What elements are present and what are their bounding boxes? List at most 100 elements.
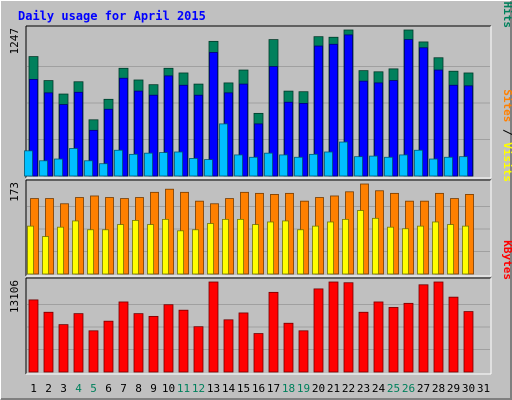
- files-bar-13: [209, 52, 218, 177]
- sites-bar-5: [87, 229, 94, 275]
- day-label-9: 9: [150, 382, 157, 395]
- pages-bar-21: [324, 151, 333, 177]
- day-label-28: 28: [432, 382, 445, 395]
- files-bar-23: [359, 80, 368, 177]
- sites-bar-4: [72, 220, 79, 275]
- kbytes-bar-16: [253, 333, 264, 373]
- pages-bar-1: [24, 150, 33, 177]
- pages-bar-8: [129, 153, 138, 177]
- sites-bar-23: [357, 210, 364, 275]
- pages-bar-26: [399, 154, 408, 177]
- pages-bar-4: [69, 148, 78, 177]
- kbytes-bar-13: [208, 281, 219, 373]
- kbytes-bar-4: [73, 313, 84, 373]
- pages-bar-18: [279, 154, 288, 177]
- kbytes-bar-9: [148, 315, 159, 373]
- files-bar-30: [464, 85, 473, 177]
- kbytes-bar-6: [103, 320, 114, 373]
- side-label: Sites / Visits: [501, 89, 512, 182]
- kbytes-bar-2: [43, 311, 54, 373]
- panel-kbytes: 13106 KBytes: [8, 240, 512, 375]
- day-label-11: 11: [177, 382, 190, 395]
- kbytes-bar-23: [358, 311, 369, 373]
- day-label-10: 10: [162, 382, 175, 395]
- kbytes-bar-17: [268, 291, 279, 373]
- side-label-part-4: Hits: [501, 2, 512, 29]
- pages-bar-20: [309, 153, 318, 177]
- pages-bar-27: [414, 149, 423, 177]
- kbytes-bar-14: [223, 319, 234, 373]
- day-label-15: 15: [237, 382, 250, 395]
- pages-bar-11: [174, 151, 183, 177]
- sites-bar-30: [462, 225, 469, 275]
- sites-bar-19: [297, 229, 304, 275]
- files-bar-18: [284, 101, 293, 177]
- files-bar-16: [254, 123, 263, 177]
- panel-hits-files-pages: 1247 Pages / Files / Hits: [8, 0, 512, 179]
- day-label-5: 5: [90, 382, 97, 395]
- day-label-25: 25: [387, 382, 400, 395]
- pages-bar-5: [84, 160, 93, 177]
- day-label-7: 7: [120, 382, 127, 395]
- pages-bar-15: [234, 154, 243, 177]
- side-label-part-0: Sites: [501, 89, 512, 122]
- day-label-16: 16: [252, 382, 265, 395]
- pages-bar-23: [354, 156, 363, 177]
- side-label-part-3: /: [501, 0, 512, 2]
- chart-title: Daily usage for April 2015: [18, 9, 206, 23]
- sites-bar-26: [402, 228, 409, 275]
- day-label-4: 4: [75, 382, 82, 395]
- day-label-30: 30: [462, 382, 475, 395]
- files-bar-11: [179, 84, 188, 177]
- kbytes-bar-11: [178, 309, 189, 373]
- sites-bar-22: [342, 218, 349, 275]
- kbytes-bar-15: [238, 312, 249, 373]
- kbytes-bar-24: [373, 301, 384, 373]
- kbytes-bar-21: [328, 281, 339, 373]
- sites-bar-27: [417, 225, 424, 275]
- pages-bar-30: [459, 156, 468, 177]
- sites-bar-11: [177, 230, 184, 275]
- files-bar-10: [164, 75, 173, 177]
- files-bar-19: [299, 103, 308, 177]
- side-label-part-1: /: [501, 122, 512, 142]
- pages-bar-7: [114, 149, 123, 177]
- pages-bar-16: [249, 156, 258, 177]
- day-label-31: 31: [477, 382, 490, 395]
- sites-bar-14: [222, 218, 229, 275]
- pages-bar-22: [339, 141, 348, 177]
- kbytes-bar-7: [118, 301, 129, 373]
- sites-bar-16: [252, 224, 259, 275]
- files-bar-25: [389, 80, 398, 177]
- sites-bar-17: [267, 221, 274, 275]
- pages-bar-28: [429, 158, 438, 177]
- sites-bar-28: [432, 221, 439, 275]
- files-bar-28: [434, 69, 443, 177]
- files-bar-2: [44, 92, 53, 177]
- y-max-label: 13106: [8, 280, 21, 313]
- day-label-27: 27: [417, 382, 430, 395]
- files-bar-21: [329, 43, 338, 177]
- side-label-part-2: Visits: [501, 142, 512, 182]
- kbytes-bar-22: [343, 282, 354, 373]
- day-label-3: 3: [60, 382, 67, 395]
- files-bar-26: [404, 39, 413, 177]
- sites-bar-2: [42, 236, 49, 275]
- sites-bar-20: [312, 225, 319, 275]
- sites-bar-7: [117, 224, 124, 275]
- side-label-part-0: KBytes: [501, 240, 512, 280]
- kbytes-bar-27: [418, 284, 429, 373]
- day-label-26: 26: [402, 382, 415, 395]
- pages-bar-25: [384, 156, 393, 177]
- files-bar-1: [29, 79, 38, 177]
- kbytes-bar-26: [403, 302, 414, 373]
- kbytes-bar-25: [388, 307, 399, 373]
- day-label-1: 1: [30, 382, 37, 395]
- files-bar-29: [449, 84, 458, 177]
- pages-bar-14: [219, 123, 228, 177]
- sites-bar-3: [57, 226, 64, 275]
- files-bar-9: [149, 94, 158, 177]
- pages-bar-24: [369, 155, 378, 177]
